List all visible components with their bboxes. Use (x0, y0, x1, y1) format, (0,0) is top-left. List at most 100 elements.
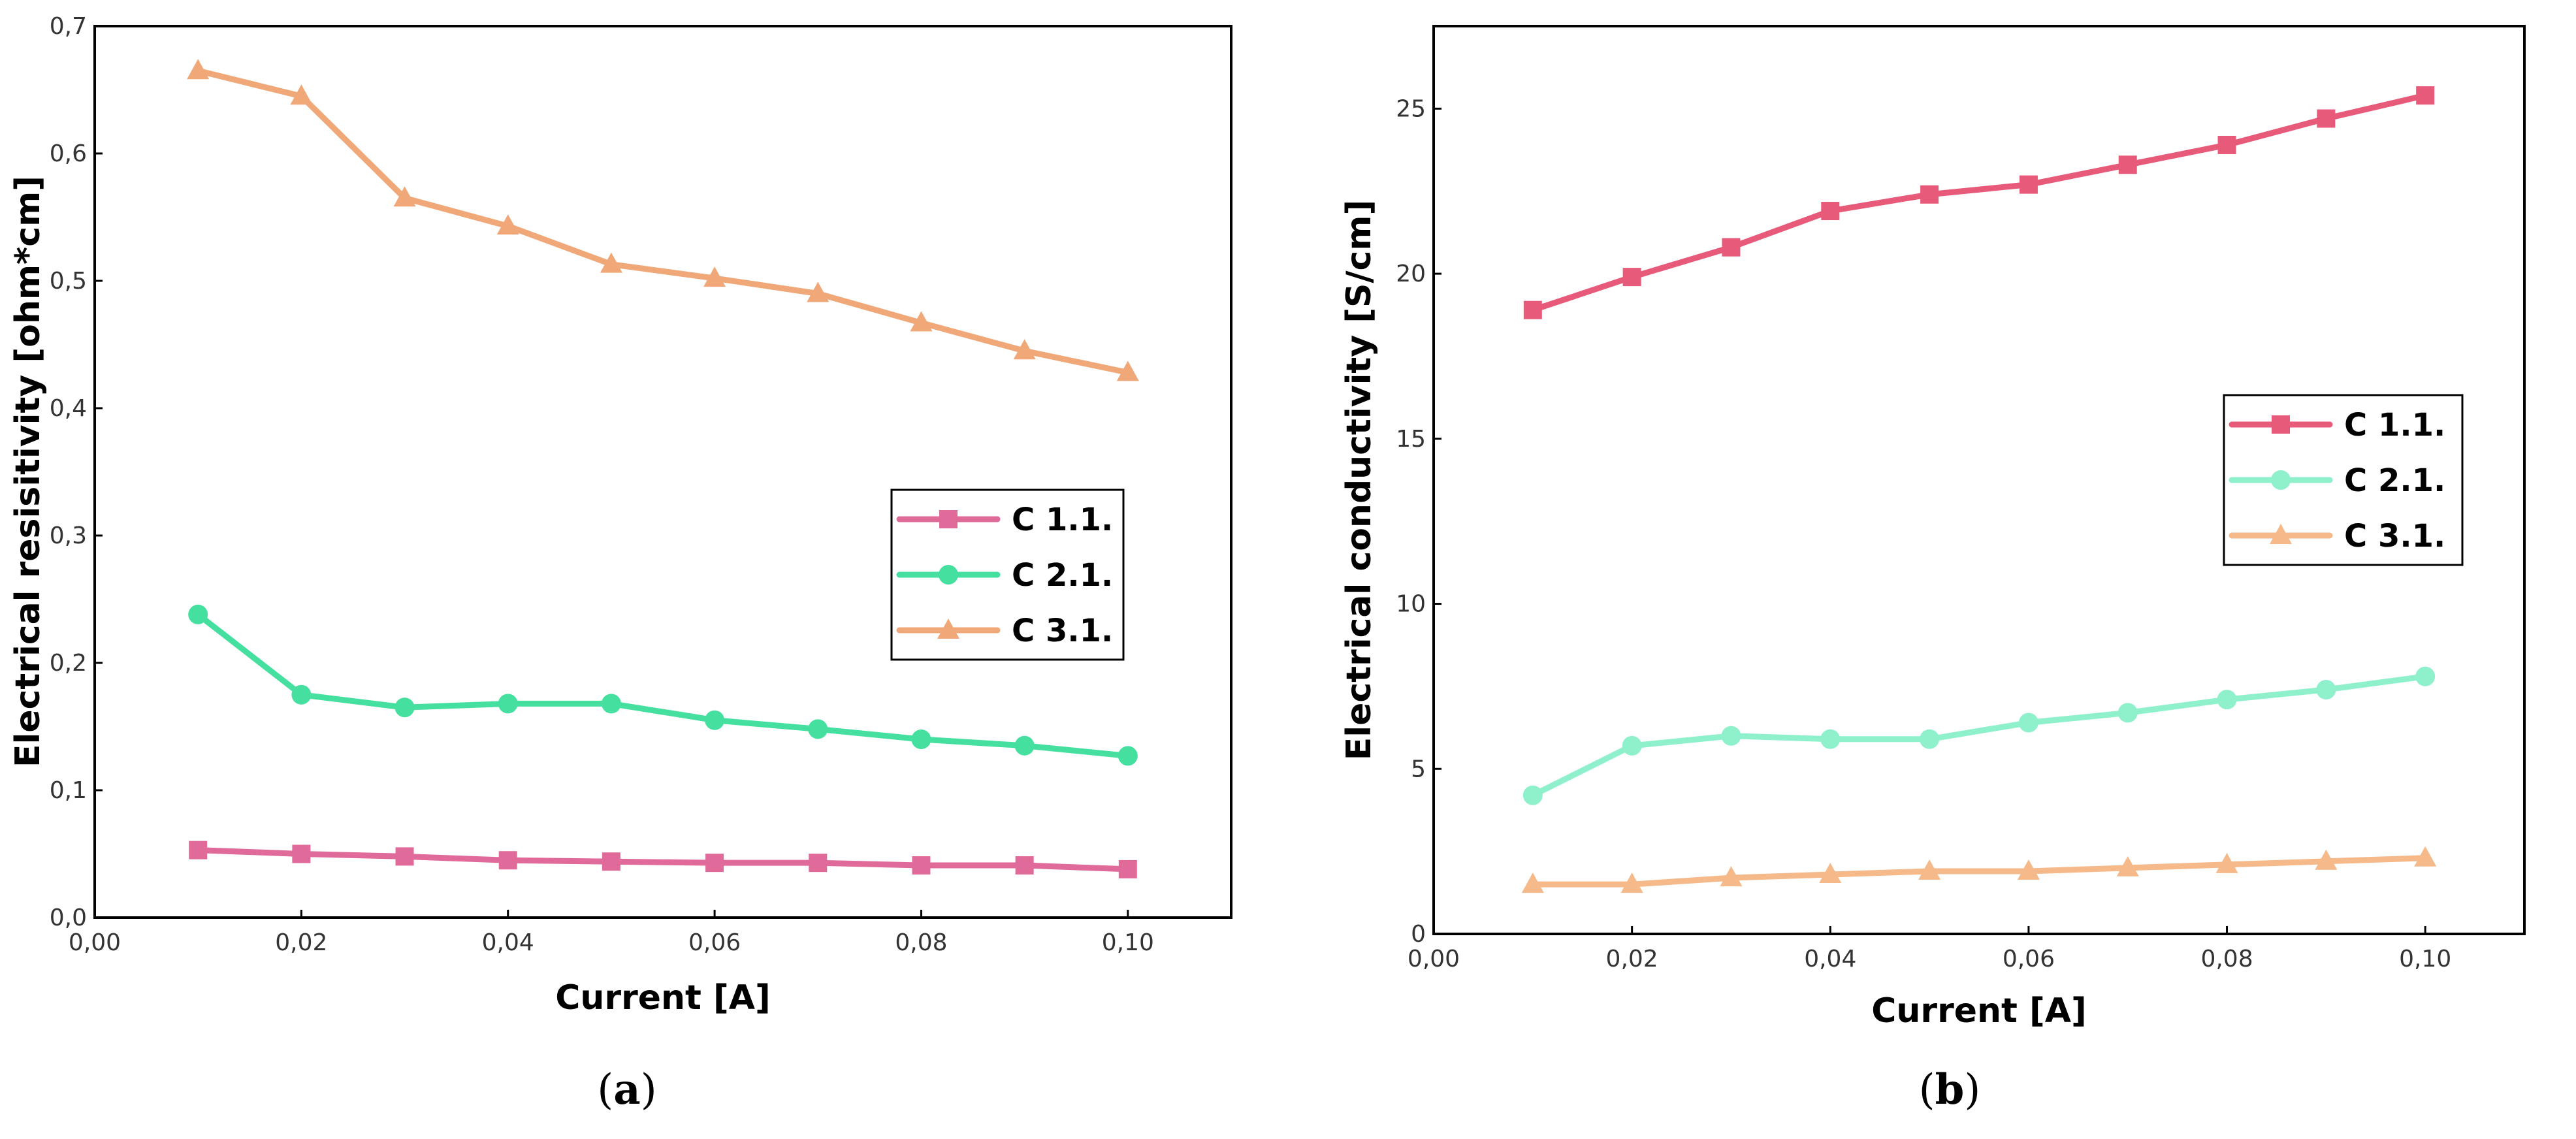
panel-b-series-3-point (1918, 859, 1941, 880)
panel-a-series-3-point (290, 84, 313, 105)
panel-b-series-1-point (2317, 109, 2336, 128)
panel-b-series-2-point (1920, 729, 1940, 749)
panel-a-series-line-1 (195, 847, 1131, 873)
panel-a-series-2-point (601, 694, 621, 714)
panel-a-series-group (187, 59, 1139, 878)
panel-b-y-axis-title: Electrical conductivity [S/cm] (1340, 200, 1379, 760)
panel-b-chart: 0 5 10 15 20 25 0,00 0,02 0,04 0,06 0,08 0,10 Curr… (1340, 25, 2526, 1114)
panel-b-series-3-point (2116, 856, 2139, 876)
panel-a-series-2-point (1014, 735, 1035, 756)
panel-a-series-3-point (807, 281, 829, 302)
panel-b-series-1-point (2217, 135, 2236, 154)
panel-b-legend: C 1.1. C 2.1. C 3.1. (2223, 394, 2464, 566)
panel-a-series-3-point (600, 252, 622, 273)
panel-a-series-2-point (911, 730, 931, 749)
panel-a-legend-label-3: C 3.1. (1012, 613, 1113, 649)
panel-b-x-axis-title: Current [A] (1871, 991, 2087, 1031)
panel-b-y-tick-label: 10 (1396, 591, 1426, 618)
panel-a-legend-marker-1 (939, 510, 958, 528)
panel-a-legend-items: C 1.1. C 2.1. C 3.1. (896, 502, 1113, 649)
panel-b-x-tick-group: 0,00 0,02 0,04 0,06 0,08 0,10 (1408, 926, 2451, 972)
panel-a-series-3-point (910, 311, 933, 332)
panel-a-series-2-point (394, 698, 415, 718)
panel-b-legend-label-3: C 3.1. (2344, 518, 2445, 554)
panel-a-series-2-point (705, 710, 725, 730)
panel-a-series-1-point (189, 841, 208, 859)
panel-b-series-1-point (1523, 300, 1542, 319)
panel-a-legend-label-2: C 2.1. (1012, 557, 1113, 594)
panel-a-legend: C 1.1. C 2.1. C 3.1. (890, 489, 1125, 661)
panel-b-legend-label-1: C 1.1. (2344, 407, 2445, 443)
panel-b-x-tick-label: 0,08 (2200, 946, 2253, 972)
panel-b-series-3-point (1620, 873, 1643, 893)
panel-b-series-3-point (2017, 859, 2040, 880)
panel-a-series-1-point (602, 852, 620, 871)
panel-b-legend-marker-2 (2271, 470, 2291, 490)
panel-a-series-2-point (1118, 746, 1138, 766)
panel-b-series-1-point (2118, 155, 2137, 174)
panel-a-y-tick-label: 0,5 (50, 268, 87, 295)
panel-b-series-line-3 (1530, 855, 2428, 888)
panel-a-series-2-point (808, 719, 828, 739)
panel-a-legend-marker-3 (937, 618, 959, 639)
panel-a-series-3-point (1013, 339, 1036, 360)
panel-b-series-2-point (2117, 703, 2138, 723)
panel-a-y-tick-label: 0,6 (50, 140, 87, 167)
panel-a-chart: 0,00,10,20,30,40,50,60,7 0,00 0,02 0,04 0,0… (8, 13, 1232, 1114)
panel-b-series-3-point (2414, 846, 2437, 867)
panel-b-series-line-1 (1530, 92, 2428, 313)
panel-a-series-1-point (395, 847, 414, 866)
panel-a-y-tick-label: 0,0 (50, 905, 87, 931)
panel-b-series-2-point (1820, 729, 1841, 749)
panel-b-series-3-point (1720, 866, 1743, 887)
panel-b-series-line-2 (1530, 673, 2428, 799)
panel-a-y-axis-title: Electrical resisitivity [ohm*cm] (8, 176, 48, 767)
panel-a-x-axis-title: Current [A] (555, 978, 771, 1018)
panel-a-series-3-point (187, 59, 210, 80)
panel-b-legend-label-2: C 2.1. (2344, 462, 2445, 499)
panel-a-y-tick-label: 0,4 (50, 395, 87, 422)
panel-a-x-tick-label: 0,06 (688, 929, 741, 956)
panel-a-series-1-point (809, 854, 828, 873)
panel-b-label-letter: b (1935, 1065, 1965, 1114)
panel-a-plot-frame (93, 25, 1232, 919)
panel-b-y-tick-label: 15 (1396, 426, 1426, 453)
panel-a-x-tick-label: 0,08 (895, 929, 947, 956)
panel-b-legend-items: C 1.1. C 2.1. C 3.1. (2229, 407, 2445, 554)
panel-a-legend-label-1: C 1.1. (1012, 502, 1113, 538)
panel-b-series-2-point (2217, 690, 2237, 710)
panel-b-x-tick-label: 0,02 (1606, 946, 1658, 972)
panel-b-series-1-point (1920, 185, 1939, 204)
panel-b-x-tick-label: 0,04 (1804, 946, 1856, 972)
panel-a-series-1-point (1118, 859, 1137, 878)
panel-a-label-letter: a (613, 1065, 640, 1114)
panel-a-y-tick-label: 0,2 (50, 650, 87, 677)
panel-b-series-1-point (1821, 202, 1840, 221)
panel-a-series-1-point (705, 854, 724, 873)
panel-b-y-tick-label: 20 (1396, 261, 1426, 287)
panel-b-legend-marker-3 (2270, 524, 2292, 544)
panel-b-y-tick-label: 5 (1411, 756, 1426, 782)
panel-b-x-tick-label: 0,00 (1408, 946, 1460, 972)
panel-a-legend-marker-2 (939, 565, 958, 585)
panel-a-y-tick-label: 0,1 (50, 777, 87, 804)
panel-b-series-3-point (2315, 849, 2338, 870)
panel-a-series-1-point (912, 856, 931, 875)
panel-b-y-tick-label: 25 (1396, 95, 1426, 122)
panel-a-series-3-point (1116, 361, 1139, 381)
panel-a-x-tick-group: 0,00 0,02 0,04 0,06 0,08 0,10 (69, 910, 1154, 956)
panel-a-series-2-point (188, 604, 208, 624)
panel-b-series-group (1521, 86, 2437, 893)
panel-b-series-2-point (2018, 713, 2038, 733)
panel-b-y-tick-label: 0 (1411, 921, 1426, 948)
panel-b-legend-marker-1 (2272, 415, 2290, 434)
panel-b-series-2-point (2316, 679, 2336, 699)
panel-b-series-1-point (2019, 175, 2038, 194)
panel-b-series-2-point (1622, 735, 1642, 756)
panel-b-series-3-point (1819, 863, 1842, 884)
panel-b-series-1-point (2416, 86, 2435, 105)
panel-a-series-2-point (291, 684, 312, 705)
panel-b-series-2-point (1721, 726, 1741, 746)
panel-a-series-3-point (393, 186, 416, 207)
panel-b-series-1-point (1722, 238, 1741, 257)
